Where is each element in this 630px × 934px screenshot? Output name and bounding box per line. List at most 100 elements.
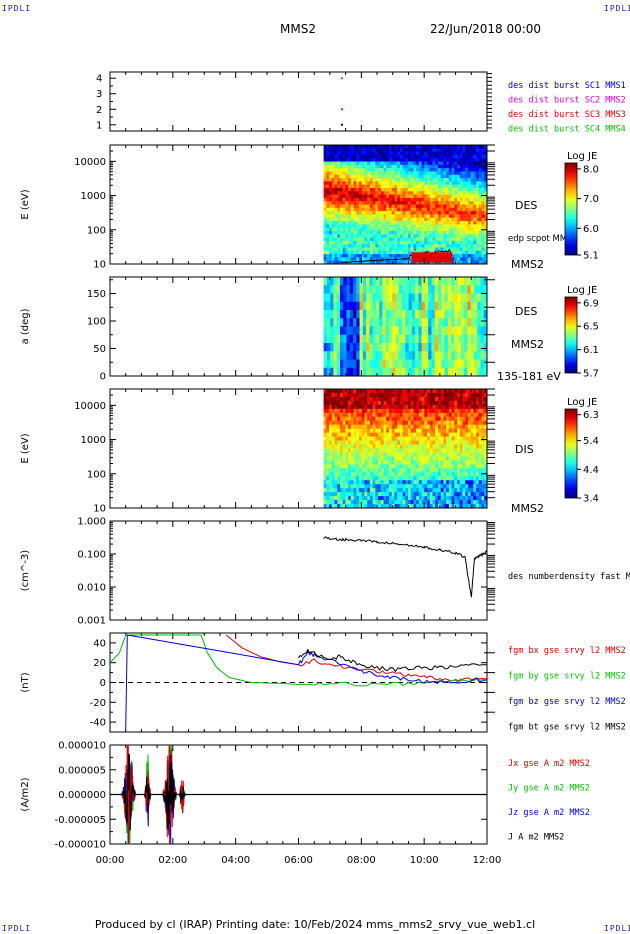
spectrogram-cell [470, 227, 474, 232]
spectrogram-cell [454, 285, 459, 295]
spectrogram-cell [364, 224, 368, 229]
spectrogram-cell [378, 472, 382, 477]
spectrogram-cell [408, 310, 413, 319]
spectrogram-cell [441, 293, 446, 303]
spectrogram-cell [359, 285, 364, 295]
spectrogram-cell [424, 452, 428, 458]
spectrogram-cell [470, 359, 475, 369]
spectrogram-cell [440, 178, 445, 182]
spectrogram-cell [405, 404, 409, 410]
spectrogram-cell [337, 217, 341, 222]
spectrogram-cell [356, 224, 360, 229]
spectrogram-cell [464, 367, 468, 376]
spectrogram-cell [383, 158, 387, 163]
spectrogram-cell [323, 247, 327, 252]
spectrogram-cell [402, 244, 406, 249]
spectrogram-cell [375, 301, 380, 311]
spectrogram-cell [481, 237, 485, 242]
spectrogram-cell [478, 480, 483, 485]
spectrogram-cell [427, 432, 431, 438]
spectrogram-cell [334, 468, 338, 473]
spectrogram-cell [323, 181, 327, 186]
spectrogram-cell [380, 158, 385, 163]
spectrogram-cell [353, 396, 357, 402]
spectrogram-cell [480, 293, 485, 303]
spectrogram-cell [367, 452, 371, 458]
spectrogram-cell [448, 444, 453, 450]
spectrogram-cell [457, 412, 461, 418]
spectrogram-cell [424, 480, 428, 485]
spectrogram-cell [416, 171, 420, 176]
spectrogram-cell [402, 464, 406, 469]
spectrogram-cell [331, 217, 336, 222]
spectrogram-cell [331, 191, 336, 196]
spectrogram-cell [367, 184, 371, 189]
spectrogram-cell [443, 204, 447, 209]
spectrogram-cell [378, 468, 382, 473]
spectrogram-cell [476, 174, 480, 179]
spectrogram-cell [478, 444, 483, 450]
spectrogram-cell [386, 444, 390, 450]
spectrogram-cell [345, 154, 349, 159]
spectrogram-cell [326, 318, 331, 328]
spectrogram-cell [476, 191, 480, 196]
spectrogram-cell [464, 318, 468, 328]
spectrogram-cell [366, 359, 370, 369]
spectrogram-cell [437, 326, 442, 336]
spectrogram-cell [391, 244, 396, 249]
spectrogram-cell [413, 488, 417, 493]
spectrogram-cell [415, 343, 419, 352]
spectrogram-cell [329, 436, 333, 442]
spectrogram-cell [329, 460, 333, 465]
spectrogram-cell [383, 207, 387, 212]
spectrogram-cell [446, 224, 450, 229]
spectrogram-cell [421, 468, 425, 473]
spectrogram-cell [446, 237, 450, 242]
spectrogram-cell [343, 326, 348, 336]
spectrogram-cell [334, 500, 338, 505]
spectrogram-cell [457, 444, 461, 450]
spectrogram-cell [348, 171, 352, 176]
spectrogram-cell [343, 310, 348, 319]
spectrogram-cell [339, 301, 344, 311]
spectrogram-cell [339, 389, 344, 394]
spectrogram-cell [476, 178, 480, 182]
spectrogram-cell [446, 420, 450, 426]
spectrogram-cell [454, 197, 458, 202]
spectrogram-cell [356, 440, 360, 446]
spectrogram-cell [435, 187, 439, 192]
spectrogram-cell [399, 254, 404, 258]
spectrogram-cell [331, 171, 336, 176]
spectrogram-cell [427, 184, 431, 189]
spectrogram-cell [462, 452, 466, 458]
spectrogram-cell [372, 191, 376, 196]
spectrogram-cell [380, 424, 385, 430]
spectrogram-cell [334, 404, 338, 410]
spectrogram-cell [408, 460, 412, 465]
spectrogram-cell [326, 351, 331, 361]
spectrogram-cell [443, 424, 447, 430]
spectrogram-cell [481, 181, 485, 186]
spectrogram-cell [443, 448, 447, 454]
spectrogram-cell [334, 480, 338, 485]
spectrogram-cell [443, 201, 447, 206]
spectrogram-cell [367, 201, 371, 206]
spectrogram-cell [378, 464, 382, 469]
spectrogram-cell [375, 351, 380, 361]
spectrogram-cell [380, 250, 385, 255]
spectrogram-cell [388, 452, 393, 458]
spectrogram-cell [364, 191, 368, 196]
corner-mark-top-right: IPDLI [604, 4, 630, 13]
spectrogram-cell [331, 452, 336, 458]
spectrogram-cell [476, 221, 480, 225]
spectrogram-cell [416, 197, 420, 202]
spectrogram-cell [342, 161, 347, 166]
spectrogram-cell [386, 492, 390, 497]
spectrogram-cell [372, 174, 376, 179]
spectrogram-cell [398, 310, 403, 319]
spectrogram-cell [350, 452, 355, 458]
spectrogram-cell [476, 250, 480, 255]
spectrogram-cell [470, 277, 475, 286]
spectrogram-cell [339, 224, 344, 229]
spectrogram-cell [399, 240, 404, 245]
